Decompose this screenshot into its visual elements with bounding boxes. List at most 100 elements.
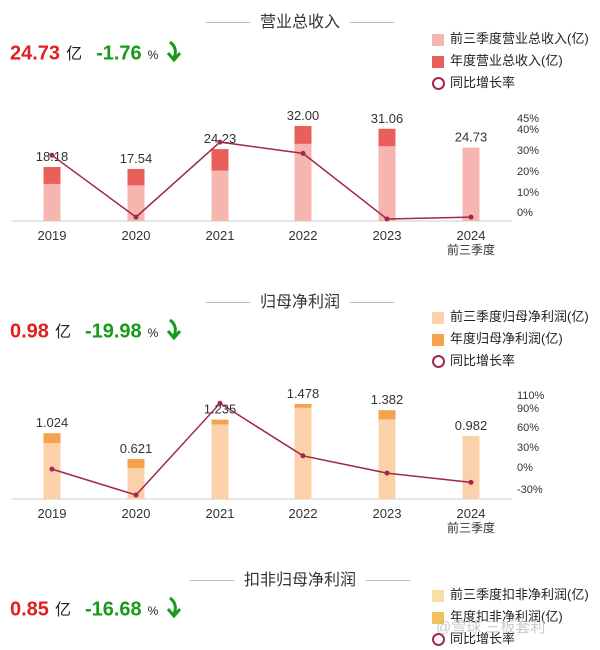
bar-q3 [462,435,480,499]
data-label: 32.00 [287,108,320,123]
down-arrow-icon [166,318,182,346]
y2-tick-label: 30% [517,145,539,157]
x-tick-label: 2021 [206,506,235,521]
y2-tick-label: 0% [517,462,533,474]
growth-point [49,152,55,158]
x-tick-label: 2022 [289,228,318,243]
bar-q3 [127,185,145,221]
legend-label: 年度归母净利润(亿) [450,331,563,346]
legend-item: 前三季度扣非净利润(亿) [432,584,589,606]
y2-tick-label: 30% [517,442,539,454]
data-label: 24.73 [455,130,488,145]
legend-item: 年度营业总收入(亿) [432,50,589,72]
x-tick-label: 2023 [373,506,402,521]
legend-label: 年度营业总收入(亿) [450,53,563,68]
deducted-section-title: 扣非归母净利润 [0,566,600,590]
legend-item: 同比增长率 [432,350,589,372]
y2-tick-label: 40% [517,124,539,136]
data-label: 1.478 [287,386,320,401]
headline-value: 24.73 [10,42,61,65]
x-tick-label: 2020 [122,506,151,521]
growth-line [51,141,472,220]
watermark-text: @雪球 三板套利 [436,619,546,636]
deducted-legend: 前三季度扣非净利润(亿) 年度扣非净利润(亿) 同比增长率 [432,584,589,650]
headline-pct-symbol: % [147,48,159,63]
x-tick-label: 2019 [38,228,67,243]
headline-value: 0.98 [10,320,49,343]
legend-item: 年度扣非净利润(亿) [432,606,589,628]
x-tick-sublabel: 前三季度 [447,520,495,535]
headline-pct: -19.98 [84,320,142,343]
legend-swatch [432,311,444,324]
title-divider-left [205,302,250,304]
title-divider-left [205,22,250,24]
headline-unit: 亿 [54,602,71,620]
legend-label: 前三季度营业总收入(亿) [450,31,589,46]
legend-circle-icon [432,355,445,369]
y2-tick-label: 110% [517,390,545,402]
headline-unit: 亿 [66,46,83,64]
x-tick-label: 2023 [373,228,402,243]
y2-tick-label: 90% [517,403,539,415]
growth-point [468,479,474,485]
title-divider-right [350,302,394,304]
legend-label: 同比增长率 [450,631,516,646]
legend-swatch [432,611,444,624]
legend-swatch [432,589,444,602]
growth-point [133,214,139,220]
legend-swatch [432,33,444,46]
growth-point [384,216,390,222]
profit-headline: 0.98 亿 -19.98% [10,318,182,346]
legend-label: 同比增长率 [450,75,516,90]
growth-point [300,453,306,459]
growth-point [49,466,55,472]
y2-tick-label: 0% [517,207,533,219]
legend-item: 前三季度营业总收入(亿) [432,28,589,50]
growth-point [384,470,390,476]
x-tick-sublabel: 前三季度 [447,242,495,257]
data-label: 0.982 [455,418,488,433]
down-arrow-icon [166,596,182,624]
headline-pct-symbol: % [147,326,159,341]
data-label: 31.06 [371,111,404,126]
legend-swatch [432,333,444,346]
title-divider-right [350,22,394,24]
legend-swatch [432,55,444,68]
y2-tick-label: 45% [517,113,539,125]
profit-section-title: 归母净利润 [0,288,600,312]
legend-label: 同比增长率 [450,353,516,368]
bar-q3 [378,419,396,499]
legend-item: 前三季度归母净利润(亿) [432,306,589,328]
data-label: 0.621 [120,441,153,456]
title-divider-right [366,580,410,582]
revenue-legend: 前三季度营业总收入(亿) 年度营业总收入(亿) 同比增长率 [432,28,589,94]
bar-q3 [43,183,61,221]
bar-q3 [211,424,229,499]
deducted-title-text: 扣非归母净利润 [243,572,356,589]
growth-point [468,214,474,220]
x-tick-label: 2024 [457,506,486,521]
profit-chart: 1.02420190.62120201.23520211.47820221.38… [12,386,545,535]
data-label: 1.024 [36,415,69,430]
legend-item: 同比增长率 [432,72,589,94]
deducted-headline: 0.85 亿 -16.68% [10,596,182,624]
legend-circle-icon [432,77,445,91]
legend-label: 年度扣非净利润(亿) [450,609,563,624]
revenue-headline: 24.73 亿 -1.76% [10,40,182,68]
revenue-chart: 18.18201917.54202024.23202132.00202231.0… [12,108,539,257]
x-tick-label: 2021 [206,228,235,243]
growth-point [217,400,223,406]
headline-pct: -1.76 [96,42,142,65]
x-tick-label: 2020 [122,228,151,243]
legend-item: 年度归母净利润(亿) [432,328,589,350]
bar-q3 [211,170,229,221]
bar-q3 [378,146,396,221]
x-tick-label: 2019 [38,506,67,521]
bar-q3 [294,143,312,221]
x-tick-label: 2022 [289,506,318,521]
y2-tick-label: 20% [517,166,539,178]
data-label: 1.382 [371,392,404,407]
y2-tick-label: 60% [517,422,539,434]
y2-tick-label: -30% [517,484,543,496]
growth-line [51,402,472,496]
